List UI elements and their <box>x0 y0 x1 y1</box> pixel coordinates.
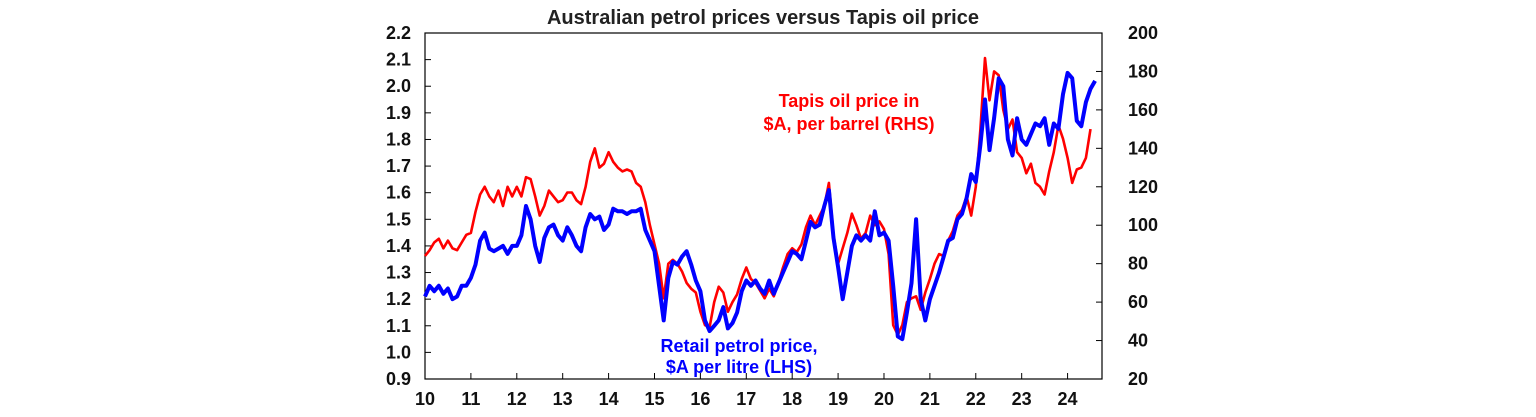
annotation-petrol-line2: $A per litre (LHS) <box>666 357 812 377</box>
annotation-petrol-line1: Retail petrol price, <box>660 336 817 356</box>
x-tick-label: 17 <box>736 389 756 409</box>
series-line-retail-petrol <box>423 70 1097 342</box>
y-left-tick-label: 1.7 <box>386 156 411 176</box>
y-right-tick-label: 20 <box>1128 369 1148 389</box>
y-right-tick-label: 60 <box>1128 292 1148 312</box>
y-left-tick-label: 1.8 <box>386 129 411 149</box>
x-tick-label: 13 <box>553 389 573 409</box>
y-left-tick-label: 1.2 <box>386 289 411 309</box>
y-left-tick-label: 1.9 <box>386 103 411 123</box>
x-tick-label: 21 <box>920 389 940 409</box>
annotation-tapis-line2: $A, per barrel (RHS) <box>763 114 934 134</box>
y-right-tick-label: 80 <box>1128 254 1148 274</box>
x-tick-label: 16 <box>690 389 710 409</box>
y-left-tick-label: 1.3 <box>386 263 411 283</box>
y-right-tick-label: 180 <box>1128 61 1158 81</box>
x-tick-label: 22 <box>966 389 986 409</box>
y-axis-right: 20 40 60 80 100 120 140 160 180 200 <box>1096 23 1158 389</box>
y-right-tick-label: 160 <box>1128 100 1158 120</box>
chart-title: Australian petrol prices versus Tapis oi… <box>547 7 979 29</box>
x-tick-label: 24 <box>1058 389 1078 409</box>
y-left-tick-label: 2.2 <box>386 23 411 43</box>
y-left-tick-label: 1.1 <box>386 316 411 336</box>
y-right-tick-label: 40 <box>1128 331 1148 351</box>
x-tick-label: 10 <box>415 389 435 409</box>
x-tick-label: 11 <box>461 389 480 409</box>
y-right-tick-label: 200 <box>1128 23 1158 43</box>
x-tick-label: 14 <box>599 389 619 409</box>
y-left-tick-label: 1.0 <box>386 342 411 362</box>
x-tick-label: 20 <box>874 389 894 409</box>
x-axis: 10 11 12 13 14 15 16 17 18 19 20 21 22 23 24 <box>415 373 1078 409</box>
x-tick-label: 23 <box>1012 389 1032 409</box>
y-left-tick-label: 1.4 <box>386 236 411 256</box>
y-left-tick-label: 0.9 <box>386 369 411 389</box>
x-tick-label: 15 <box>644 389 664 409</box>
x-tick-label: 12 <box>507 389 527 409</box>
y-left-tick-label: 1.6 <box>386 183 411 203</box>
plot-frame <box>424 32 1103 380</box>
x-tick-label: 19 <box>828 389 848 409</box>
y-right-tick-label: 100 <box>1128 215 1158 235</box>
x-tick-label: 18 <box>782 389 802 409</box>
y-left-tick-label: 2.0 <box>386 76 411 96</box>
annotation-tapis-line1: Tapis oil price in <box>779 91 920 111</box>
y-left-tick-label: 1.5 <box>386 209 411 229</box>
y-right-tick-label: 140 <box>1128 138 1158 158</box>
y-axis-left: 0.9 1.0 1.1 1.2 1.3 1.4 1.5 1.6 1.7 1.8 1.9 2.0 2.1 2… <box>386 23 431 389</box>
y-right-tick-label: 120 <box>1128 177 1158 197</box>
series-line-tapis-oil <box>423 56 1092 337</box>
y-left-tick-label: 2.1 <box>386 50 411 70</box>
